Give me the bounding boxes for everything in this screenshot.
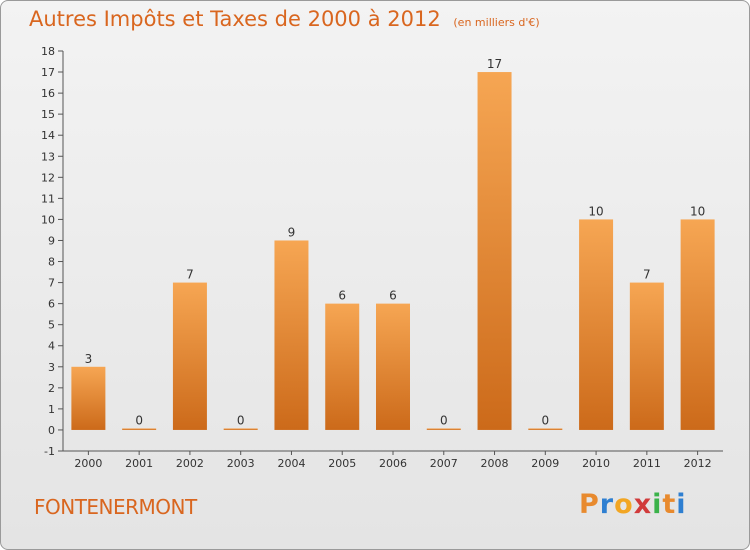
logo-letter: r (599, 489, 615, 520)
bar (325, 303, 360, 430)
x-tick-label: 2012 (684, 457, 712, 470)
town-name: FONTENERMONT (34, 495, 197, 519)
logo-letter: i (676, 489, 687, 520)
x-tick-label: 2007 (430, 457, 458, 470)
y-tick-label: 8 (48, 256, 55, 269)
bar (579, 219, 614, 430)
chart-title-text: Autres Impôts et Taxes de 2000 à 2012 (29, 7, 441, 31)
x-tick-label: 2008 (481, 457, 509, 470)
bar (680, 219, 715, 430)
y-tick-label: 5 (48, 319, 55, 332)
x-tick-label: 2001 (125, 457, 153, 470)
y-tick-label: 13 (41, 150, 55, 163)
y-tick-label: 0 (48, 424, 55, 437)
y-tick-label: 14 (41, 129, 55, 142)
x-tick-label: 2004 (277, 457, 305, 470)
y-tick-label: 11 (41, 192, 55, 205)
y-tick-label: 16 (41, 87, 55, 100)
bar (223, 428, 258, 430)
chart-subtitle: (en milliers d'€) (453, 16, 540, 29)
logo-letter: t (662, 489, 677, 520)
data-label: 6 (389, 289, 397, 303)
data-label: 3 (85, 352, 93, 366)
bar (528, 428, 563, 430)
y-tick-label: -1 (44, 445, 55, 458)
data-label: 9 (288, 225, 296, 239)
logo-letter: i (652, 489, 663, 520)
x-tick-label: 2003 (227, 457, 255, 470)
logo-letter: o (614, 489, 634, 520)
bar (426, 428, 461, 430)
data-label: 6 (338, 289, 346, 303)
logo-letter: P (579, 489, 600, 520)
chart-title: Autres Impôts et Taxes de 2000 à 2012 (e… (29, 7, 540, 31)
logo-letter: x (633, 489, 653, 520)
data-label: 7 (186, 268, 194, 282)
y-tick-label: 10 (41, 213, 55, 226)
y-tick-label: 2 (48, 382, 55, 395)
data-label: 17 (487, 57, 502, 71)
y-tick-label: 15 (41, 108, 55, 121)
x-tick-label: 2011 (633, 457, 661, 470)
y-tick-label: 18 (41, 45, 55, 58)
x-tick-label: 2010 (582, 457, 610, 470)
x-tick-label: 2002 (176, 457, 204, 470)
y-tick-label: 12 (41, 171, 55, 184)
y-tick-label: 17 (41, 66, 55, 79)
bar (122, 428, 157, 430)
data-label: 0 (237, 413, 245, 427)
y-tick-label: 4 (48, 340, 55, 353)
x-tick-label: 2009 (531, 457, 559, 470)
x-tick-label: 2006 (379, 457, 407, 470)
y-tick-label: 6 (48, 298, 55, 311)
y-tick-label: 7 (48, 277, 55, 290)
data-label: 10 (588, 204, 603, 218)
data-label: 7 (643, 268, 651, 282)
data-label: 0 (440, 413, 448, 427)
bar (274, 240, 309, 430)
proxiti-logo: Proxiti (579, 489, 687, 520)
y-tick-label: 1 (48, 403, 55, 416)
bar (71, 366, 106, 430)
bar (477, 72, 512, 430)
x-tick-label: 2005 (328, 457, 356, 470)
x-tick-label: 2000 (74, 457, 102, 470)
data-label: 10 (690, 204, 705, 218)
data-label: 0 (135, 413, 143, 427)
y-tick-label: 9 (48, 234, 55, 247)
bar (376, 303, 410, 430)
bar (629, 282, 664, 430)
bar (172, 282, 207, 430)
y-tick-label: 3 (48, 361, 55, 374)
data-label: 0 (541, 413, 549, 427)
